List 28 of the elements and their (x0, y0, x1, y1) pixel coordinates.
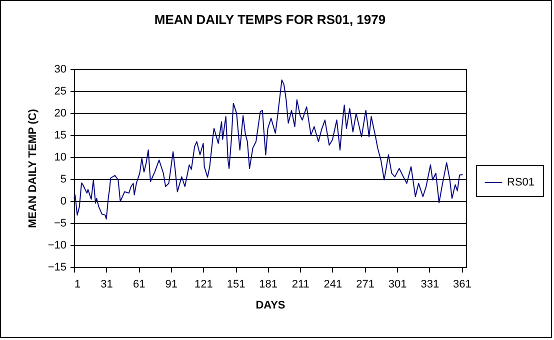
y-tick-label: 10 (54, 152, 66, 164)
x-tick-label: 91 (165, 278, 178, 290)
y-tick-label: 15 (54, 130, 66, 142)
x-tick-label: 331 (420, 278, 440, 290)
x-tick-label: 271 (356, 278, 374, 290)
x-tick-label: 121 (194, 278, 213, 290)
y-tick-label: 30 (54, 64, 66, 76)
x-tick-label: 181 (259, 278, 278, 290)
x-axis-title: DAYS (256, 300, 286, 312)
line-series (74, 80, 464, 220)
x-tick-label: 61 (132, 278, 146, 290)
y-tick-label: −15 (48, 262, 66, 274)
y-tick-label: 25 (54, 86, 66, 98)
legend-label: RS01 (507, 176, 535, 188)
y-tick-label: −5 (54, 218, 66, 230)
y-tick-label: 5 (60, 174, 66, 186)
x-tick-label: 151 (226, 278, 246, 290)
x-tick-label: 301 (388, 278, 407, 290)
y-tick-label: 0 (60, 196, 66, 208)
x-tick-label: 361 (453, 278, 472, 290)
x-tick-label: 211 (292, 278, 310, 290)
y-tick-label: −10 (48, 240, 66, 252)
y-axis-title: MEAN DAILY TEMP (C) (26, 108, 39, 228)
y-tick-label: 20 (54, 108, 66, 120)
x-tick-label: 1 (74, 278, 81, 290)
chart-title: MEAN DAILY TEMPS FOR RS01, 1979 (154, 12, 386, 27)
x-tick-label: 241 (324, 278, 342, 290)
x-tick-label: 31 (100, 278, 113, 290)
